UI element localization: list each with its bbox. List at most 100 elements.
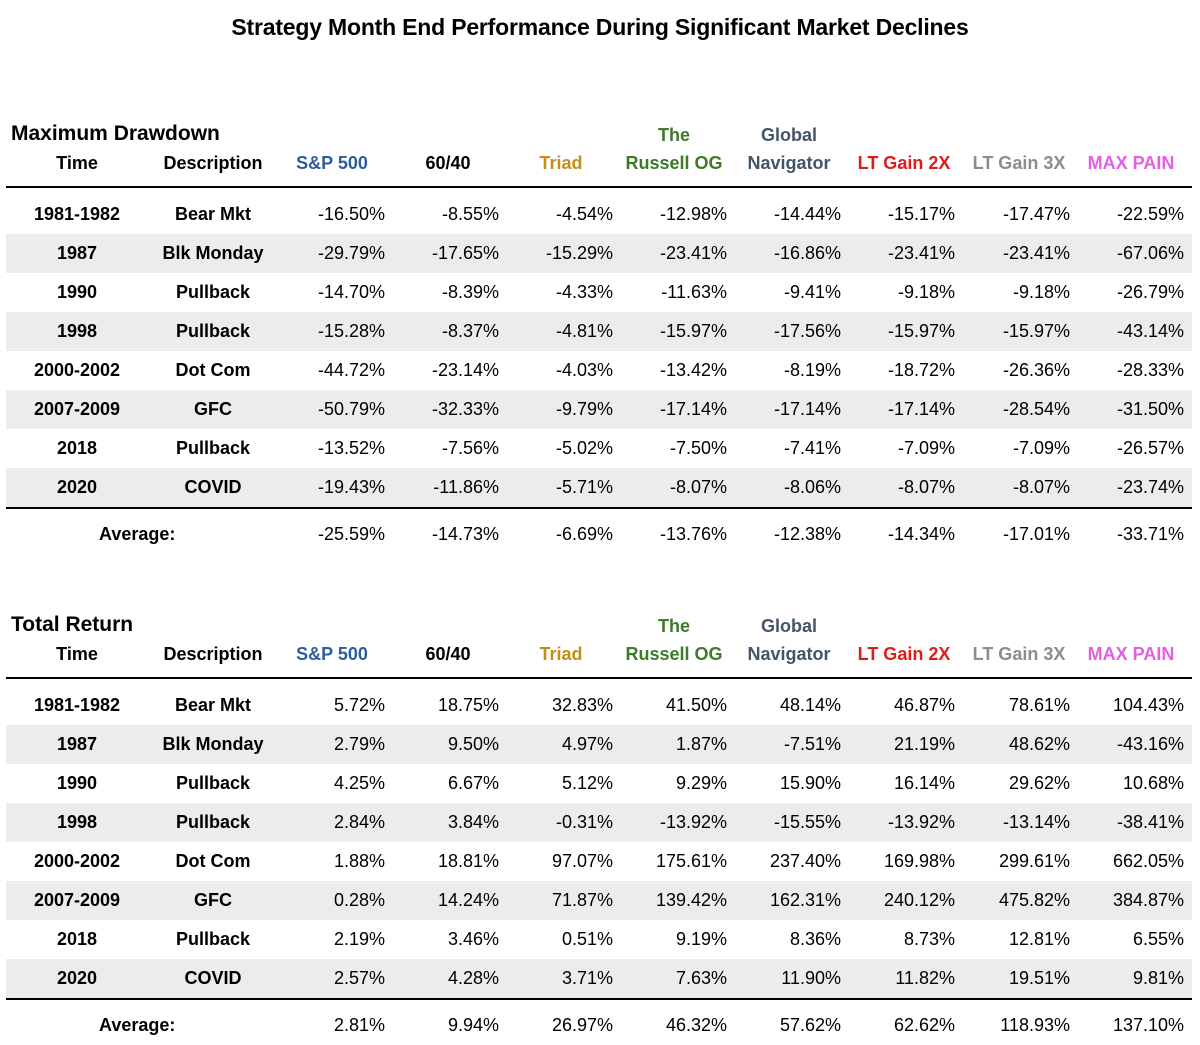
row-description: Blk Monday: [162, 734, 264, 754]
table-row: 2000-2002 Dot Com 1.88% 18.81% 97.07% 175.61%…: [6, 842, 1192, 881]
row-value: -15.97%: [887, 321, 955, 341]
row-time: 2018: [56, 929, 98, 949]
column-header-line2: Russell OG: [625, 644, 723, 664]
average-value: 137.10%: [1112, 1015, 1184, 1035]
row-time: 2000-2002: [33, 360, 121, 380]
row-description: Dot Com: [175, 360, 251, 380]
column-header-description: Description: [163, 644, 263, 664]
row-description: Blk Monday: [162, 243, 264, 263]
row-value: -23.41%: [1002, 243, 1070, 263]
row-value: 0.51%: [561, 929, 613, 949]
average-label: Average:: [99, 1015, 176, 1035]
row-value: -15.55%: [773, 812, 841, 832]
row-value: -9.41%: [783, 282, 841, 302]
row-value: 21.19%: [893, 734, 955, 754]
row-value: -13.92%: [659, 812, 727, 832]
row-time: 1998: [56, 321, 98, 341]
column-header-line1: The: [657, 616, 690, 636]
row-value: -17.56%: [773, 321, 841, 341]
column-header-line1: The: [657, 125, 690, 145]
row-value: 162.31%: [769, 890, 841, 910]
row-value: -17.14%: [659, 399, 727, 419]
row-value: 11.90%: [781, 968, 841, 988]
row-value: -15.29%: [545, 243, 613, 263]
row-value: -16.86%: [773, 243, 841, 263]
table-row: 2018 Pullback -13.52% -7.56% -5.02% -7.50% -7.…: [6, 429, 1192, 468]
row-value: -50.79%: [317, 399, 385, 419]
row-value: -15.28%: [317, 321, 385, 341]
row-value: -32.33%: [431, 399, 499, 419]
row-value: 78.61%: [1008, 695, 1070, 715]
row-value: -23.74%: [1116, 477, 1184, 497]
row-value: -9.18%: [897, 282, 955, 302]
row-value: 9.19%: [675, 929, 727, 949]
row-value: -8.55%: [441, 204, 499, 224]
average-value: 57.62%: [779, 1015, 841, 1035]
average-value: -12.38%: [773, 524, 841, 544]
row-time: 1990: [56, 282, 98, 302]
row-value: -44.72%: [317, 360, 385, 380]
header-rule: [6, 186, 1192, 188]
row-value: 7.63%: [675, 968, 727, 988]
row-value: -8.19%: [783, 360, 841, 380]
row-value: -4.33%: [555, 282, 613, 302]
row-value: 3.84%: [447, 812, 499, 832]
row-value: 0.28%: [333, 890, 385, 910]
row-value: -14.44%: [773, 204, 841, 224]
row-time: 1998: [56, 812, 98, 832]
row-value: -8.39%: [441, 282, 499, 302]
average-row: Average: 2.81% 9.94% 26.97% 46.32% 57.62% 62.6…: [6, 1006, 1192, 1045]
row-value: -7.41%: [783, 438, 841, 458]
row-value: 18.75%: [437, 695, 499, 715]
row-value: 11.82%: [895, 968, 955, 988]
row-value: -4.03%: [555, 360, 613, 380]
row-value: -17.65%: [431, 243, 499, 263]
row-value: -7.56%: [441, 438, 499, 458]
average-label: Average:: [99, 524, 176, 544]
row-value: 41.50%: [665, 695, 727, 715]
row-value: 237.40%: [769, 851, 841, 871]
row-time: 2018: [56, 438, 98, 458]
row-value: 475.82%: [998, 890, 1070, 910]
average-value: 9.94%: [447, 1015, 499, 1035]
row-value: 9.29%: [675, 773, 727, 793]
row-description: Bear Mkt: [174, 695, 252, 715]
column-header-time: Time: [56, 153, 98, 173]
row-value: -8.06%: [783, 477, 841, 497]
table-row: 2020 COVID -19.43% -11.86% -5.71% -8.07% -8.06…: [6, 468, 1192, 507]
table-row: 1981-1982 Bear Mkt -16.50% -8.55% -4.54% -12.…: [6, 195, 1192, 234]
row-value: -11.86%: [433, 477, 499, 497]
row-value: 8.73%: [903, 929, 955, 949]
row-value: 1.88%: [333, 851, 385, 871]
row-value: -18.72%: [887, 360, 955, 380]
column-header-time: Time: [56, 644, 98, 664]
row-value: 9.50%: [447, 734, 499, 754]
row-value: -8.07%: [897, 477, 955, 497]
row-time: 2007-2009: [33, 399, 121, 419]
row-value: 5.12%: [561, 773, 613, 793]
row-value: -9.18%: [1012, 282, 1070, 302]
row-value: -11.63%: [661, 282, 727, 302]
row-description: Pullback: [175, 812, 251, 832]
row-value: -28.54%: [1002, 399, 1070, 419]
column-header-line2: Navigator: [747, 153, 831, 173]
row-value: 29.62%: [1008, 773, 1070, 793]
row-value: 97.07%: [551, 851, 613, 871]
row-value: 139.42%: [655, 890, 727, 910]
row-value: 2.19%: [333, 929, 385, 949]
row-value: 6.55%: [1132, 929, 1184, 949]
table-row: 1981-1982 Bear Mkt 5.72% 18.75% 32.83% 41.50%…: [6, 686, 1192, 725]
column-header-line2: 60/40: [425, 153, 471, 173]
average-value: -33.71%: [1116, 524, 1184, 544]
row-value: -13.92%: [887, 812, 955, 832]
row-value: 48.14%: [779, 695, 841, 715]
row-time: 2020: [56, 968, 98, 988]
row-value: -23.41%: [659, 243, 727, 263]
row-value: 19.51%: [1008, 968, 1070, 988]
column-header-line2: LT Gain 2X: [857, 153, 951, 173]
row-time: 2000-2002: [33, 851, 121, 871]
row-value: -17.14%: [773, 399, 841, 419]
table-row: 1987 Blk Monday 2.79% 9.50% 4.97% 1.87% -7.51%…: [6, 725, 1192, 764]
row-value: 18.81%: [437, 851, 499, 871]
row-value: 3.71%: [561, 968, 613, 988]
